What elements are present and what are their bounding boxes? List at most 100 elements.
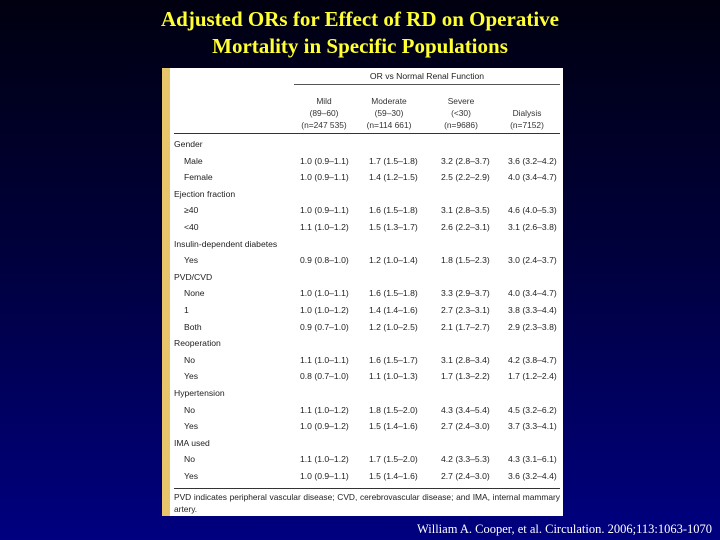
column-header-severe: Severe (<30) (n=9686): [421, 95, 501, 131]
row-label: Yes: [184, 255, 199, 266]
cell-mild: 1.0 (0.9–1.1): [300, 205, 349, 216]
cell-dialysis: 2.9 (2.3–3.8): [508, 321, 557, 332]
cell-moderate: 1.6 (1.5–1.8): [369, 288, 418, 299]
cell-severe: 3.1 (2.8–3.5): [441, 205, 490, 216]
table-group-row: Gender: [170, 137, 560, 154]
column-header-range: (59–30): [374, 108, 404, 118]
table-footnote: PVD indicates peripheral vascular diseas…: [174, 492, 560, 514]
row-label: Yes: [184, 421, 199, 432]
cell-moderate: 1.4 (1.4–1.6): [369, 305, 418, 315]
row-label: PVD/CVD: [174, 271, 213, 282]
cell-severe: 2.7 (2.4–3.0): [441, 471, 490, 481]
cell-severe: 3.2 (2.8–3.7): [441, 155, 490, 166]
cell-dialysis: 4.2 (3.8–4.7): [508, 354, 557, 365]
column-header-n: (n=9686): [444, 120, 478, 130]
column-header-range: (<30): [451, 108, 471, 118]
column-header-name: Mild: [316, 96, 332, 106]
column-header-name: Moderate: [371, 96, 407, 106]
table-group-header: OR vs Normal Renal Function: [369, 71, 485, 81]
cell-severe: 1.8 (1.5–2.3): [441, 255, 490, 266]
cell-dialysis: 3.0 (2.4–3.7): [508, 255, 557, 266]
column-header-range: (89–60): [309, 108, 339, 118]
cell-moderate: 1.2 (1.0–2.5): [369, 321, 418, 332]
cell-severe: 3.1 (2.8–3.4): [441, 354, 490, 365]
table-group-row: IMA used: [170, 436, 560, 453]
cell-moderate: 1.4 (1.2–1.5): [369, 172, 418, 183]
row-label: Yes: [184, 371, 199, 382]
table-group-row: Insulin-dependent diabetes: [170, 237, 560, 254]
row-label: ≥40: [184, 205, 199, 216]
citation: William A. Cooper, et al. Circulation. 2…: [416, 522, 712, 536]
table-group-row: Reoperation: [170, 336, 560, 353]
cell-moderate: 1.2 (1.0–1.4): [369, 255, 418, 266]
cell-mild: 1.0 (0.9–1.2): [300, 421, 349, 432]
column-header-name: Severe: [447, 96, 475, 106]
cell-moderate: 1.6 (1.5–1.8): [369, 205, 418, 216]
cell-moderate: 1.8 (1.5–2.0): [369, 404, 418, 415]
slide-title-line-2: Mortality in Specific Populations: [212, 34, 508, 58]
row-label: Yes: [184, 471, 199, 481]
cell-moderate: 1.5 (1.3–1.7): [369, 222, 418, 232]
group-header-rule: [294, 84, 560, 85]
table-bottom-rule: [174, 488, 560, 489]
table-row: Yes 0.9 (0.8–1.0) 1.2 (1.0–1.4) 1.8 (1.5–2.…: [170, 253, 560, 270]
row-label: Insulin-dependent diabetes: [174, 238, 278, 249]
cell-dialysis: 3.8 (3.3–4.4): [508, 305, 557, 315]
cell-mild: 1.0 (1.0–1.2): [300, 305, 349, 315]
cell-mild: 1.1 (1.0–1.2): [300, 404, 349, 415]
table-row: Yes 1.0 (0.9–1.1) 1.5 (1.4–1.6) 2.7 (2.4–3.…: [170, 469, 560, 486]
table-row: Yes 0.8 (0.7–1.0) 1.1 (1.0–1.3) 1.7 (1.3–2.…: [170, 369, 560, 386]
column-header-n: (n=7152): [510, 120, 544, 130]
row-label: Reoperation: [174, 338, 221, 349]
cell-severe: 4.2 (3.3–5.3): [441, 454, 490, 465]
cell-severe: 2.1 (1.7–2.7): [441, 321, 490, 332]
cell-mild: 1.1 (1.0–1.2): [300, 222, 349, 232]
slide-title-line-1: Adjusted ORs for Effect of RD on Operati…: [161, 7, 559, 31]
cell-dialysis: 3.6 (3.2–4.4): [508, 471, 557, 481]
table-group-row: Ejection fraction: [170, 187, 560, 204]
cell-moderate: 1.5 (1.4–1.6): [369, 471, 418, 481]
row-label: Ejection fraction: [174, 188, 236, 199]
row-label: Female: [184, 172, 213, 183]
table-row: Female 1.0 (0.9–1.1) 1.4 (1.2–1.5) 2.5 (2.2…: [170, 170, 560, 187]
row-label: No: [184, 454, 195, 465]
column-header-name: Dialysis: [512, 108, 542, 118]
row-label: <40: [184, 222, 199, 232]
column-header-dialysis: Dialysis (n=7152): [487, 107, 567, 131]
cell-severe: 1.7 (1.3–2.2): [441, 371, 490, 382]
row-label: No: [184, 354, 195, 365]
table-row: <40 1.1 (1.0–1.2) 1.5 (1.3–1.7) 2.6 (2.2–3.…: [170, 220, 560, 237]
cell-dialysis: 3.6 (3.2–4.2): [508, 155, 557, 166]
cell-dialysis: 4.0 (3.4–4.7): [508, 172, 557, 183]
table-row: 1 1.0 (1.0–1.2) 1.4 (1.4–1.6) 2.7 (2.3–3.1)…: [170, 303, 560, 320]
cell-mild: 1.0 (0.9–1.1): [300, 471, 349, 481]
table-row: Both 0.9 (0.7–1.0) 1.2 (1.0–2.5) 2.1 (1.7–2…: [170, 320, 560, 337]
cell-dialysis: 4.5 (3.2–6.2): [508, 404, 557, 415]
cell-mild: 1.0 (0.9–1.1): [300, 155, 349, 166]
cell-mild: 1.0 (1.0–1.1): [300, 288, 349, 299]
column-header-moderate: Moderate (59–30) (n=114 661): [349, 95, 429, 131]
row-label: Hypertension: [174, 388, 225, 398]
cell-severe: 2.6 (2.2–3.1): [441, 222, 490, 232]
cell-severe: 2.7 (2.3–3.1): [441, 305, 490, 315]
cell-moderate: 1.5 (1.4–1.6): [369, 421, 418, 432]
table-row: Male 1.0 (0.9–1.1) 1.7 (1.5–1.8) 3.2 (2.8–3…: [170, 154, 560, 171]
row-label: 1: [184, 305, 189, 315]
row-label: Both: [184, 321, 202, 332]
cell-mild: 1.1 (1.0–1.2): [300, 454, 349, 465]
table-row: ≥40 1.0 (0.9–1.1) 1.6 (1.5–1.8) 3.1 (2.8–3.…: [170, 203, 560, 220]
row-label: No: [184, 404, 195, 415]
cell-mild: 1.0 (0.9–1.1): [300, 172, 349, 183]
table-row: No 1.1 (1.0–1.2) 1.8 (1.5–2.0) 4.3 (3.4–5.4…: [170, 403, 560, 420]
table-group-row: Hypertension: [170, 386, 560, 403]
cell-moderate: 1.1 (1.0–1.3): [369, 371, 418, 382]
odds-ratio-table: OR vs Normal Renal Function PVD indicate…: [162, 68, 563, 516]
row-label: IMA used: [174, 437, 210, 448]
cell-dialysis: 4.0 (3.4–4.7): [508, 288, 557, 299]
cell-dialysis: 3.1 (2.6–3.8): [508, 222, 557, 232]
column-header-mild: Mild (89–60) (n=247 535): [284, 95, 364, 131]
table-row: No 1.1 (1.0–1.2) 1.7 (1.5–2.0) 4.2 (3.3–5.3…: [170, 452, 560, 469]
table-row: Yes 1.0 (0.9–1.2) 1.5 (1.4–1.6) 2.7 (2.4–3.…: [170, 419, 560, 436]
column-header-n: (n=114 661): [366, 120, 412, 130]
cell-dialysis: 1.7 (1.2–2.4): [508, 371, 557, 382]
